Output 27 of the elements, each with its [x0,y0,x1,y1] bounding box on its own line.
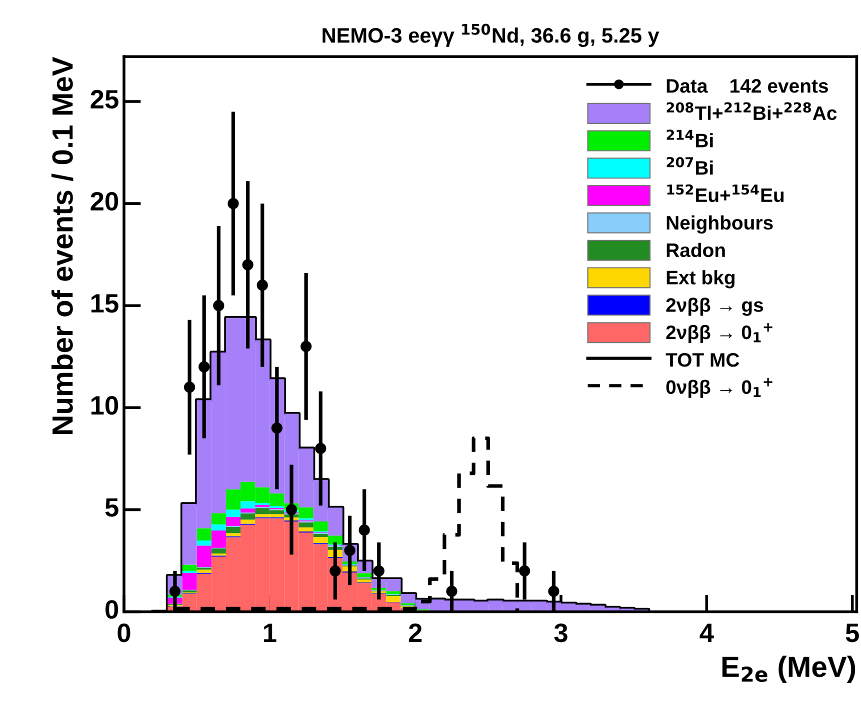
y-tick-label: 5 [105,498,118,517]
legend-label: Ext bkg [666,270,734,288]
x-tick-label: 1 [264,624,276,642]
y-axis-title: Number of events / 0.1 MeV [51,56,74,434]
legend-label: 0νββ → 0$_{1}$$^{+}$ [666,378,772,398]
x-tick-label: 2 [408,624,422,642]
legend-label: $^{208}$Tl+$^{212}$Bi+$^{228}$Ac [666,102,837,120]
y-tick-label: 10 [91,396,118,415]
x-tick-label: 3 [554,624,568,642]
chart-title: NEMO-3 eeγγ $^{150}$Nd, 36.6 g, 5.25 y [322,24,660,48]
legend-label: $^{214}$Bi [666,130,713,148]
x-tick-label: 0 [118,624,130,642]
x-tick-label: 5 [846,624,859,642]
legend-label: Data 142 events [666,79,828,93]
x-tick-label: 4 [700,624,714,642]
legend-label: Neighbours [666,215,773,234]
legend-label: 2νββ → 0$_{1}$$^{+}$ [666,323,772,344]
y-tick-label: 25 [90,90,118,109]
legend-label: $^{207}$Bi [666,157,713,175]
legend-label: TOT MC [666,353,740,367]
y-tick-label: 15 [91,294,118,313]
y-tick-label: 0 [105,600,118,619]
legend-label: 2νββ → gs [666,298,764,316]
y-tick-label: 20 [90,192,118,211]
x-axis-title: E$_{2e}$ (MeV) [722,656,856,683]
legend-label: $^{152}$Eu+$^{154}$Eu [667,184,784,202]
legend-label: Radon [666,242,725,258]
